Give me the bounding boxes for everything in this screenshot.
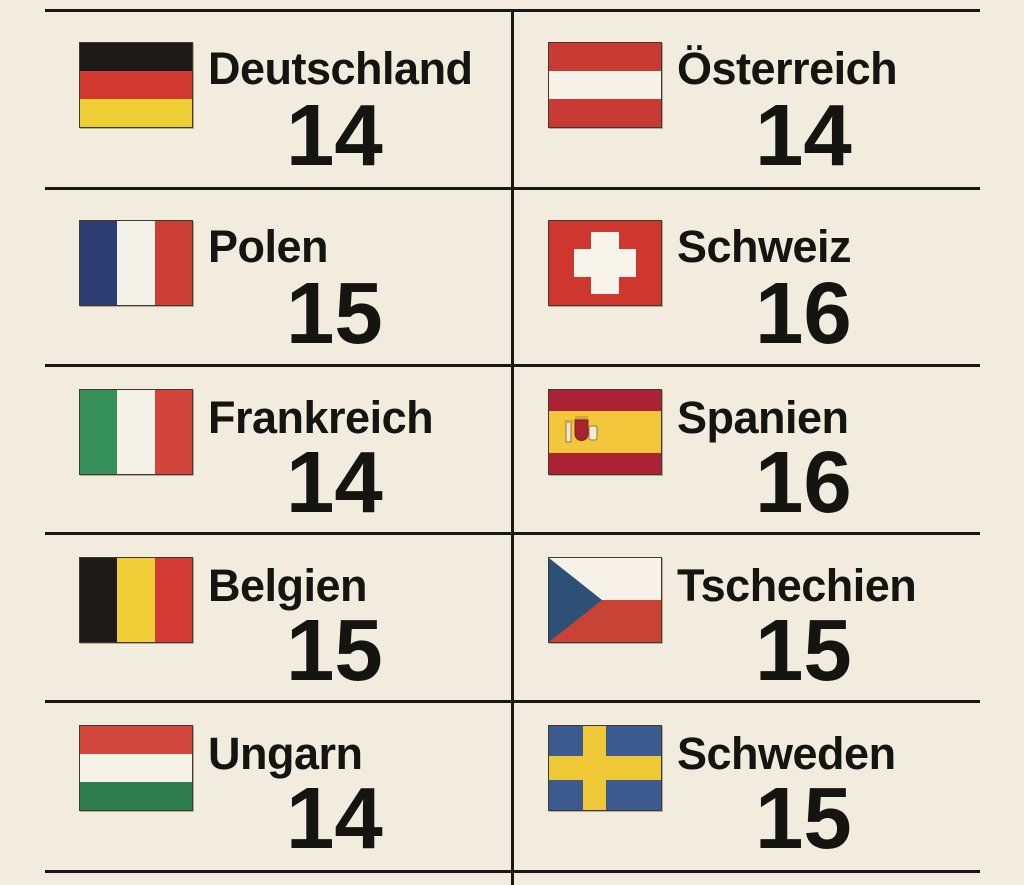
country-name: Deutschland (208, 43, 473, 94)
country-cell-schweiz: Schweiz 16 (515, 190, 977, 362)
austria-flag-icon (548, 42, 662, 128)
country-value: 15 (755, 770, 852, 867)
column-divider-line (511, 9, 514, 885)
country-cell-ungarn: Ungarn 14 (46, 703, 508, 867)
belgium-flag-icon (79, 557, 193, 643)
country-value: 16 (755, 265, 852, 362)
country-name: Polen (208, 221, 329, 272)
country-name: Tschechien (677, 560, 917, 611)
czech-flag-icon (548, 557, 662, 643)
country-name: Spanien (677, 392, 849, 443)
swiss-flag-icon (548, 220, 662, 306)
country-cell-deutschland: Deutschland 14 (46, 12, 508, 185)
french-tricolor-flag-icon (79, 220, 193, 306)
country-value: 14 (755, 87, 852, 184)
hungary-flag-icon (79, 725, 193, 811)
country-value: 14 (286, 434, 383, 531)
country-name: Österreich (677, 43, 898, 94)
sweden-flag-icon (548, 725, 662, 811)
country-cell-spanien: Spanien 16 (515, 367, 977, 530)
country-value: 16 (755, 434, 852, 531)
country-name: Belgien (208, 560, 368, 611)
country-cell-schweden: Schweden 15 (515, 703, 977, 867)
country-cell-frankreich: Frankreich 14 (46, 367, 508, 530)
country-cell-tschechien: Tschechien 15 (515, 535, 977, 698)
country-name: Schweiz (677, 221, 852, 272)
country-value: 15 (755, 602, 852, 699)
country-name: Frankreich (208, 392, 434, 443)
germany-flag-icon (79, 42, 193, 128)
country-value: 14 (286, 87, 383, 184)
country-cell-oesterreich: Österreich 14 (515, 12, 977, 185)
country-value: 15 (286, 602, 383, 699)
country-value: 14 (286, 770, 383, 867)
country-name: Ungarn (208, 728, 363, 779)
italian-tricolor-flag-icon (79, 389, 193, 475)
country-value: 15 (286, 265, 383, 362)
spain-flag-icon (548, 389, 662, 475)
spain-coat-of-arms (564, 416, 598, 443)
country-cell-polen: Polen 15 (46, 190, 508, 362)
country-name: Schweden (677, 728, 896, 779)
country-cell-belgien: Belgien 15 (46, 535, 508, 698)
